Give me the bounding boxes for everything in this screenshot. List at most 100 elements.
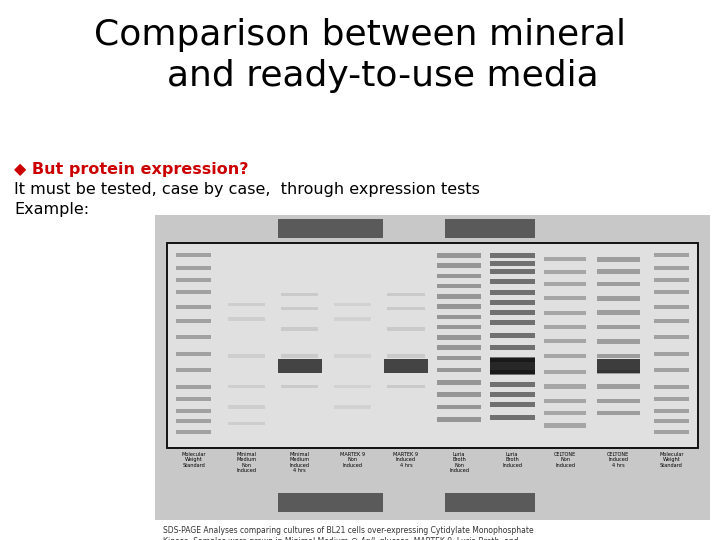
Bar xyxy=(654,278,689,282)
Bar xyxy=(490,402,535,408)
Bar xyxy=(228,422,265,425)
Bar xyxy=(176,305,211,308)
Bar xyxy=(544,325,587,329)
Bar xyxy=(176,430,211,434)
Bar xyxy=(334,303,372,306)
Bar xyxy=(155,215,710,520)
Bar xyxy=(278,359,322,373)
Bar xyxy=(490,253,535,258)
Bar xyxy=(437,368,481,373)
Bar xyxy=(277,492,382,511)
Bar xyxy=(490,382,535,387)
Bar xyxy=(282,307,318,310)
Bar xyxy=(597,411,640,415)
Bar xyxy=(228,405,265,409)
Bar xyxy=(490,261,535,266)
Text: MARTEK 9
Non
Induced: MARTEK 9 Non Induced xyxy=(341,452,366,468)
Text: Luria
Broth
Non
Induced: Luria Broth Non Induced xyxy=(449,452,469,473)
Bar xyxy=(437,253,481,258)
Bar xyxy=(654,368,689,372)
Bar xyxy=(490,289,535,295)
Bar xyxy=(437,264,481,268)
Text: Luria
Broth
Induced: Luria Broth Induced xyxy=(502,452,522,468)
Bar xyxy=(654,397,689,401)
Bar xyxy=(387,354,425,357)
Bar xyxy=(176,253,211,257)
Bar xyxy=(490,300,535,305)
Bar xyxy=(437,335,481,340)
Bar xyxy=(544,370,587,374)
Bar xyxy=(437,380,481,384)
Bar xyxy=(176,319,211,323)
Bar xyxy=(334,384,372,388)
Bar xyxy=(654,409,689,413)
Bar xyxy=(228,303,265,306)
Bar xyxy=(654,319,689,323)
Bar xyxy=(490,370,535,375)
Bar xyxy=(167,243,698,448)
Text: Martek 9: Martek 9 xyxy=(304,221,356,234)
Bar xyxy=(176,409,211,413)
Bar xyxy=(597,257,640,262)
Bar xyxy=(387,293,425,296)
Text: Celtone: Celtone xyxy=(467,221,513,234)
Bar xyxy=(282,384,318,388)
Bar xyxy=(445,219,535,238)
Bar xyxy=(437,305,481,309)
Bar xyxy=(654,266,689,269)
Text: Comparison between mineral
    and ready-to-use media: Comparison between mineral and ready-to-… xyxy=(94,18,626,93)
Bar xyxy=(490,333,535,338)
Bar xyxy=(597,269,640,274)
Bar xyxy=(176,368,211,372)
Text: Molecular
Weight
Standard: Molecular Weight Standard xyxy=(181,452,206,468)
Bar xyxy=(437,294,481,299)
Bar xyxy=(544,282,587,286)
Bar xyxy=(654,305,689,308)
Bar xyxy=(176,352,211,356)
Bar xyxy=(544,339,587,343)
Bar xyxy=(544,296,587,300)
Bar xyxy=(437,355,481,360)
Bar xyxy=(597,325,640,329)
Bar xyxy=(490,415,535,420)
Bar xyxy=(490,269,535,274)
Text: Example:: Example: xyxy=(14,202,89,217)
Bar xyxy=(387,327,425,331)
Text: Molecular
Weight
Standard: Molecular Weight Standard xyxy=(660,452,684,468)
Bar xyxy=(437,345,481,350)
Bar xyxy=(597,359,640,373)
Bar xyxy=(334,354,372,357)
Bar xyxy=(437,274,481,278)
Bar xyxy=(597,370,640,374)
Text: ◆ But protein expression?: ◆ But protein expression? xyxy=(14,162,248,177)
Bar xyxy=(387,384,425,388)
Bar xyxy=(544,423,587,428)
Bar xyxy=(597,399,640,403)
Bar xyxy=(654,335,689,339)
Bar xyxy=(490,310,535,315)
Bar xyxy=(387,307,425,310)
Bar xyxy=(544,354,587,358)
Bar xyxy=(654,290,689,294)
Bar xyxy=(176,290,211,294)
Bar xyxy=(490,345,535,350)
Bar xyxy=(228,354,265,357)
Bar xyxy=(334,317,372,321)
Text: Minimal
Medium
Non
Induced: Minimal Medium Non Induced xyxy=(237,452,257,473)
Bar xyxy=(176,420,211,423)
Bar xyxy=(167,243,698,448)
Text: CELTONE
Induced
4 hrs: CELTONE Induced 4 hrs xyxy=(607,452,629,468)
Bar xyxy=(654,420,689,423)
Bar xyxy=(490,358,535,374)
Bar xyxy=(544,310,587,315)
Text: Martek 9: Martek 9 xyxy=(304,496,356,509)
Bar xyxy=(437,393,481,397)
Bar xyxy=(176,335,211,339)
Bar xyxy=(544,257,587,261)
Bar xyxy=(437,417,481,422)
Bar xyxy=(654,430,689,434)
Bar xyxy=(597,339,640,343)
Bar xyxy=(597,296,640,301)
Text: MARTEK 9
Induced
4 hrs: MARTEK 9 Induced 4 hrs xyxy=(393,452,418,468)
Text: SDS-PAGE Analyses comparing cultures of BL21 cells over-expressing Cytidylate Mo: SDS-PAGE Analyses comparing cultures of … xyxy=(163,526,534,540)
